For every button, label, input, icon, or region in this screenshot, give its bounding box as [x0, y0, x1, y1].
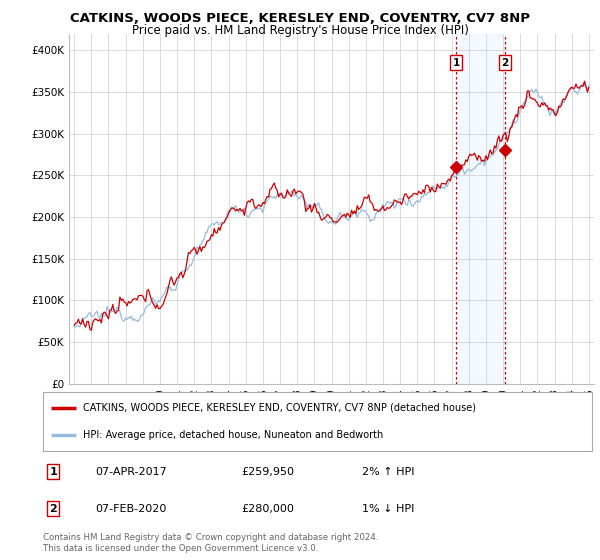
Text: Contains HM Land Registry data © Crown copyright and database right 2024.
This d: Contains HM Land Registry data © Crown c…	[43, 533, 379, 553]
Text: 1: 1	[49, 466, 57, 477]
Text: CATKINS, WOODS PIECE, KERESLEY END, COVENTRY, CV7 8NP: CATKINS, WOODS PIECE, KERESLEY END, COVE…	[70, 12, 530, 25]
Text: Price paid vs. HM Land Registry's House Price Index (HPI): Price paid vs. HM Land Registry's House …	[131, 24, 469, 36]
Text: £259,950: £259,950	[241, 466, 294, 477]
Text: HPI: Average price, detached house, Nuneaton and Bedworth: HPI: Average price, detached house, Nune…	[83, 430, 383, 440]
Text: 2% ↑ HPI: 2% ↑ HPI	[362, 466, 414, 477]
Text: CATKINS, WOODS PIECE, KERESLEY END, COVENTRY, CV7 8NP (detached house): CATKINS, WOODS PIECE, KERESLEY END, COVE…	[83, 403, 476, 413]
Text: 2: 2	[49, 503, 57, 514]
Text: 1% ↓ HPI: 1% ↓ HPI	[362, 503, 414, 514]
Text: 1: 1	[452, 58, 460, 68]
Text: 2: 2	[501, 58, 508, 68]
Text: £280,000: £280,000	[241, 503, 294, 514]
Text: 07-APR-2017: 07-APR-2017	[95, 466, 167, 477]
Text: 07-FEB-2020: 07-FEB-2020	[95, 503, 167, 514]
Bar	[456, 34, 505, 384]
